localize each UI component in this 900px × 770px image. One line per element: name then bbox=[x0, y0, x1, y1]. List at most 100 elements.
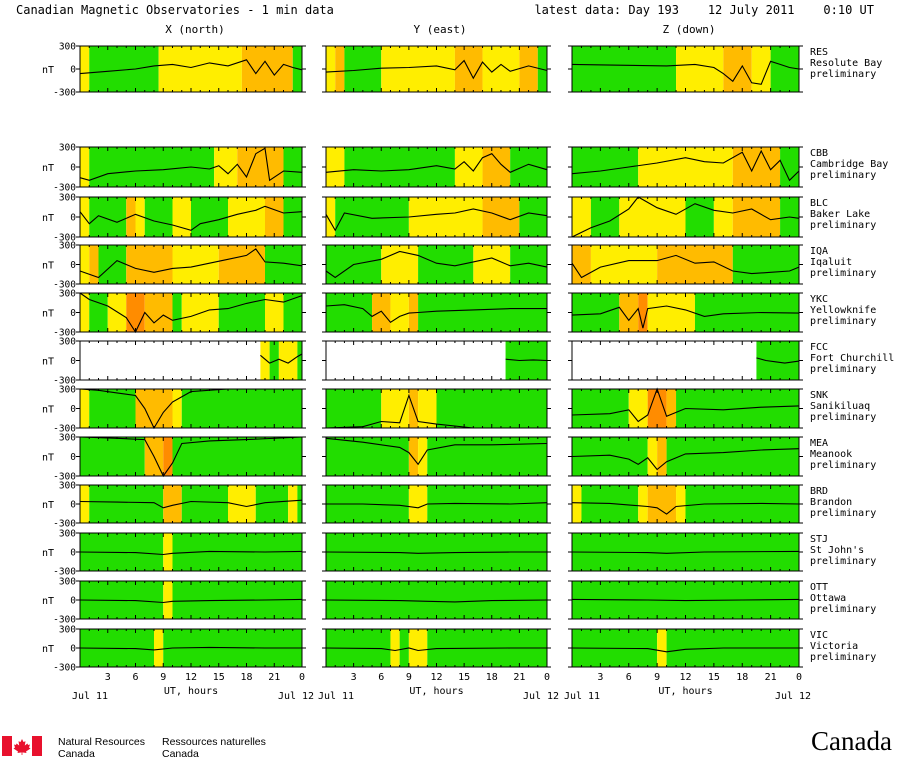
y-tick-label: 300 bbox=[59, 577, 76, 588]
y-tick-label: 0 bbox=[70, 548, 76, 559]
x-tick-label: 21 bbox=[513, 672, 525, 683]
activity-band-unsettled bbox=[657, 629, 667, 667]
activity-band-unsettled bbox=[676, 485, 686, 523]
activity-band-quiet bbox=[399, 629, 409, 667]
x-tick-label: 3 bbox=[597, 672, 603, 683]
y-tick-label: 300 bbox=[59, 337, 76, 348]
y-tick-label: -300 bbox=[53, 424, 76, 435]
activity-band-unsettled bbox=[473, 245, 511, 284]
station-name-cbb: Cambridge Bay bbox=[810, 159, 888, 170]
activity-band-active bbox=[519, 46, 538, 92]
y-unit-label: nT bbox=[42, 65, 54, 76]
series-ott-y bbox=[325, 599, 548, 603]
series-fcc-x bbox=[260, 353, 303, 364]
y-tick-label: 0 bbox=[70, 596, 76, 607]
activity-band-unsettled bbox=[172, 389, 182, 428]
column-header-y: Y (east) bbox=[414, 23, 467, 36]
x-tick-label: 18 bbox=[736, 672, 748, 683]
station-name-ott: Ottawa bbox=[810, 593, 846, 604]
activity-band-quiet bbox=[269, 341, 279, 380]
activity-band-quiet bbox=[666, 437, 799, 476]
activity-band-quiet bbox=[218, 293, 265, 332]
y-tick-label: -300 bbox=[53, 615, 76, 626]
station-name-stj: St John's bbox=[810, 545, 864, 556]
activity-band-active bbox=[657, 245, 733, 284]
y-tick-label: -300 bbox=[53, 519, 76, 530]
y-tick-label: 300 bbox=[59, 481, 76, 492]
station-name-brd: Brandon bbox=[810, 497, 852, 508]
activity-band-quiet bbox=[685, 197, 714, 237]
series-blc-x bbox=[79, 205, 303, 231]
y-tick-label: 300 bbox=[59, 529, 76, 540]
y-unit-label: nT bbox=[42, 500, 54, 511]
activity-band-unsettled bbox=[80, 147, 90, 187]
station-code-iqa: IQA bbox=[810, 246, 828, 257]
station-status-iqa: preliminary bbox=[810, 268, 876, 279]
y-tick-label: 300 bbox=[59, 241, 76, 252]
activity-band-active bbox=[126, 197, 136, 237]
y-tick-label: 300 bbox=[59, 143, 76, 154]
series-iqa-y bbox=[325, 250, 548, 279]
station-name-res: Resolute Bay bbox=[810, 58, 882, 69]
y-tick-label: 0 bbox=[70, 65, 76, 76]
series-res-z bbox=[571, 60, 800, 85]
activity-band-unsettled bbox=[408, 485, 428, 523]
activity-band-quiet bbox=[780, 147, 799, 187]
activity-band-active bbox=[572, 245, 591, 284]
activity-band-quiet bbox=[572, 389, 629, 428]
activity-band-active bbox=[657, 437, 667, 476]
activity-band-active bbox=[482, 147, 511, 187]
activity-band-unsettled bbox=[214, 147, 238, 187]
y-tick-label: -300 bbox=[53, 233, 76, 244]
activity-band-unsettled bbox=[647, 293, 695, 332]
activity-band-unsettled bbox=[408, 197, 483, 237]
station-name-fcc: Fort Churchill bbox=[810, 353, 894, 364]
station-name-mea: Meanook bbox=[810, 449, 852, 460]
x-tick-label: 0 bbox=[796, 672, 802, 683]
activity-band-quiet bbox=[756, 341, 799, 380]
activity-band-quiet bbox=[191, 197, 228, 237]
y-unit-label: nT bbox=[42, 548, 54, 559]
activity-band-active bbox=[241, 46, 293, 92]
x-tick-label: 3 bbox=[105, 672, 111, 683]
activity-band-quiet bbox=[572, 293, 620, 332]
series-vic-z bbox=[571, 647, 799, 653]
activity-band-active bbox=[335, 46, 345, 92]
activity-band-quiet bbox=[297, 341, 302, 380]
activity-band-unsettled bbox=[638, 147, 733, 187]
series-mea-z bbox=[571, 448, 800, 471]
y-tick-label: -300 bbox=[53, 472, 76, 483]
station-name-iqa: Iqaluit bbox=[810, 257, 852, 268]
x-tick-label: 15 bbox=[213, 672, 225, 683]
activity-band-unsettled bbox=[326, 147, 345, 187]
activity-band-active bbox=[482, 197, 520, 237]
activity-band-unsettled bbox=[408, 629, 428, 667]
x-tick-label: 9 bbox=[160, 672, 166, 683]
activity-band-active bbox=[647, 485, 677, 523]
activity-band-quiet bbox=[172, 293, 182, 332]
activity-band-quiet bbox=[89, 197, 127, 237]
y-tick-label: -300 bbox=[53, 567, 76, 578]
x-end-label: Jul 12 bbox=[775, 691, 811, 702]
station-code-brd: BRD bbox=[810, 486, 828, 497]
activity-band-active bbox=[126, 245, 173, 284]
x-tick-label: 6 bbox=[626, 672, 632, 683]
activity-band-unsettled bbox=[135, 197, 145, 237]
y-tick-label: 300 bbox=[59, 42, 76, 53]
y-tick-label: 0 bbox=[70, 404, 76, 415]
station-code-stj: STJ bbox=[810, 534, 828, 545]
station-code-ott: OTT bbox=[810, 582, 828, 593]
activity-band-unsettled bbox=[751, 46, 771, 92]
nrcan-french: Ressources naturelles Canada bbox=[162, 736, 266, 760]
y-tick-label: 300 bbox=[59, 289, 76, 300]
activity-band-unsettled bbox=[80, 485, 90, 523]
y-tick-label: 0 bbox=[70, 260, 76, 271]
x-tick-label: 12 bbox=[430, 672, 442, 683]
activity-band-active bbox=[163, 485, 182, 523]
activity-band-quiet bbox=[181, 485, 228, 523]
activity-band-unsettled bbox=[80, 389, 90, 428]
series-ykc-y bbox=[325, 304, 547, 324]
station-status-ykc: preliminary bbox=[810, 316, 876, 327]
activity-band-storm bbox=[638, 293, 648, 332]
